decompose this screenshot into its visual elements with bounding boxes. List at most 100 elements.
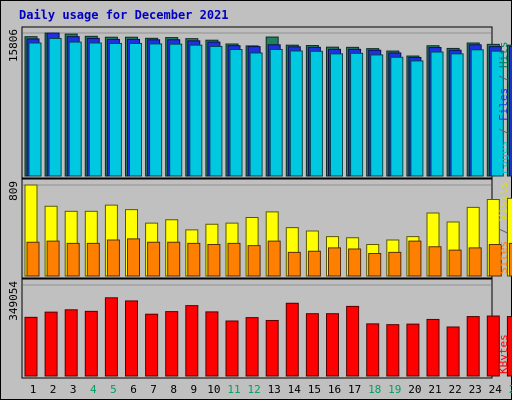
x-axis-labels: 1234567891011121314151617181920212223242… (30, 383, 512, 396)
chart-title: Daily usage for December 2021 (19, 8, 229, 22)
legend-entry-top-2: Files (497, 88, 510, 121)
bar-sites-day-14 (287, 251, 301, 277)
x-label-day-6: 6 (130, 383, 137, 396)
bar-pages-day-18 (370, 54, 384, 177)
bar-sites-day-12 (247, 245, 261, 277)
bar-sites-day-7 (147, 241, 161, 277)
x-label-day-10: 10 (207, 383, 220, 396)
x-label-day-9: 9 (190, 383, 197, 396)
bar-pages-day-19 (390, 56, 404, 177)
bar-pages-day-15 (309, 50, 323, 177)
bar-kbytes-day-10 (205, 311, 219, 377)
x-label-day-1: 1 (30, 383, 37, 396)
x-label-day-17: 17 (348, 383, 361, 396)
panel-top: 15806 Pages / Files / Hits (7, 26, 512, 179)
bar-kbytes-day-12 (245, 317, 259, 377)
bar-pages-day-22 (450, 53, 464, 177)
bar-sites-day-15 (307, 250, 321, 277)
x-label-day-3: 3 (70, 383, 77, 396)
bar-sites-day-17 (348, 248, 362, 277)
x-label-day-18: 18 (368, 383, 381, 396)
bar-sites-day-5 (106, 239, 120, 277)
series-pages (28, 37, 512, 177)
x-label-day-15: 15 (308, 383, 321, 396)
bar-sites-day-19 (388, 251, 402, 277)
bar-pages-day-4 (88, 42, 102, 177)
panel-bot: 349054 KBytes (7, 278, 512, 379)
bar-pages-day-3 (68, 41, 82, 177)
series-kbytes (24, 297, 512, 377)
bar-kbytes-day-5 (104, 297, 118, 377)
bar-pages-day-16 (330, 53, 343, 177)
bar-files-day-25 (508, 46, 512, 177)
bar-pages-day-10 (209, 45, 223, 177)
bar-pages-day-13 (269, 48, 283, 177)
bar-pages-day-12 (249, 52, 263, 177)
bar-sites-day-3 (66, 242, 80, 277)
bar-kbytes-day-11 (225, 320, 239, 377)
x-label-day-14: 14 (288, 383, 302, 396)
x-label-day-2: 2 (50, 383, 57, 396)
bar-kbytes-day-14 (285, 302, 299, 377)
x-label-day-7: 7 (150, 383, 157, 396)
bar-pages-day-8 (169, 43, 183, 177)
bar-sites-day-21 (428, 246, 442, 277)
bar-sites-day-9 (187, 242, 201, 277)
legend-entry-top-4: Hits (497, 42, 510, 69)
legend-entry-top-0: Pages (497, 141, 510, 174)
bar-kbytes-day-23 (466, 316, 480, 377)
bar-kbytes-day-16 (326, 313, 339, 377)
legend-entry-top-3: / (497, 68, 510, 88)
max-label-top: 15806 (7, 29, 20, 62)
bar-kbytes-day-1 (24, 316, 38, 377)
bar-pages-day-24 (490, 50, 504, 177)
x-label-day-4: 4 (90, 383, 97, 396)
x-label-day-22: 22 (448, 383, 461, 396)
bar-kbytes-day-22 (446, 326, 460, 377)
bar-kbytes-day-24 (486, 315, 500, 377)
x-label-day-25: 25 (509, 383, 512, 396)
x-label-day-11: 11 (227, 383, 240, 396)
bar-pages-day-5 (108, 42, 122, 177)
series-sites (26, 238, 512, 277)
bar-pages-day-20 (410, 60, 424, 177)
legend-entry-bot-0: KBytes (497, 334, 510, 374)
bar-sites-day-11 (227, 242, 241, 277)
bar-kbytes-day-25 (506, 316, 512, 377)
bar-kbytes-day-4 (84, 310, 98, 377)
legend-mid: Sites / Visits (497, 181, 510, 274)
bar-sites-day-24 (488, 244, 502, 277)
legend-entry-top-1: / (497, 121, 510, 141)
legend-entry-mid-1: / (497, 221, 510, 241)
legend-top: Pages / Files / Hits (497, 42, 510, 175)
bar-kbytes-day-13 (265, 319, 279, 377)
bar-sites-day-20 (408, 240, 422, 277)
legend-entry-mid-2: Visits (497, 181, 510, 221)
x-label-day-13: 13 (268, 383, 281, 396)
bar-pages-day-11 (229, 49, 243, 177)
bar-sites-day-2 (46, 240, 60, 277)
x-label-day-5: 5 (110, 383, 117, 396)
bar-kbytes-day-9 (185, 305, 199, 377)
chart-panels: 15806 Pages / Files / Hits 809 Sites / Visi… (7, 26, 512, 379)
bar-pages-day-17 (350, 52, 364, 177)
legend-entry-mid-0: Sites (497, 241, 510, 274)
bar-pages-day-7 (149, 43, 163, 177)
bar-sites-day-8 (167, 241, 181, 277)
bar-sites-day-6 (127, 238, 140, 277)
x-label-day-24: 24 (489, 383, 503, 396)
bar-pages-day-21 (430, 51, 444, 177)
x-label-day-8: 8 (170, 383, 177, 396)
bar-sites-day-13 (267, 240, 281, 277)
bar-sites-day-25 (508, 242, 512, 277)
x-label-day-21: 21 (428, 383, 441, 396)
bar-kbytes-day-15 (305, 313, 319, 377)
x-label-day-23: 23 (469, 383, 482, 396)
bar-kbytes-day-17 (346, 305, 360, 377)
bar-kbytes-day-3 (64, 309, 78, 377)
bar-pages-day-23 (470, 49, 484, 177)
bar-pages-day-14 (289, 50, 303, 177)
legend-bot: KBytes (497, 334, 510, 374)
panel-mid: 809 Sites / Visits (7, 178, 512, 279)
